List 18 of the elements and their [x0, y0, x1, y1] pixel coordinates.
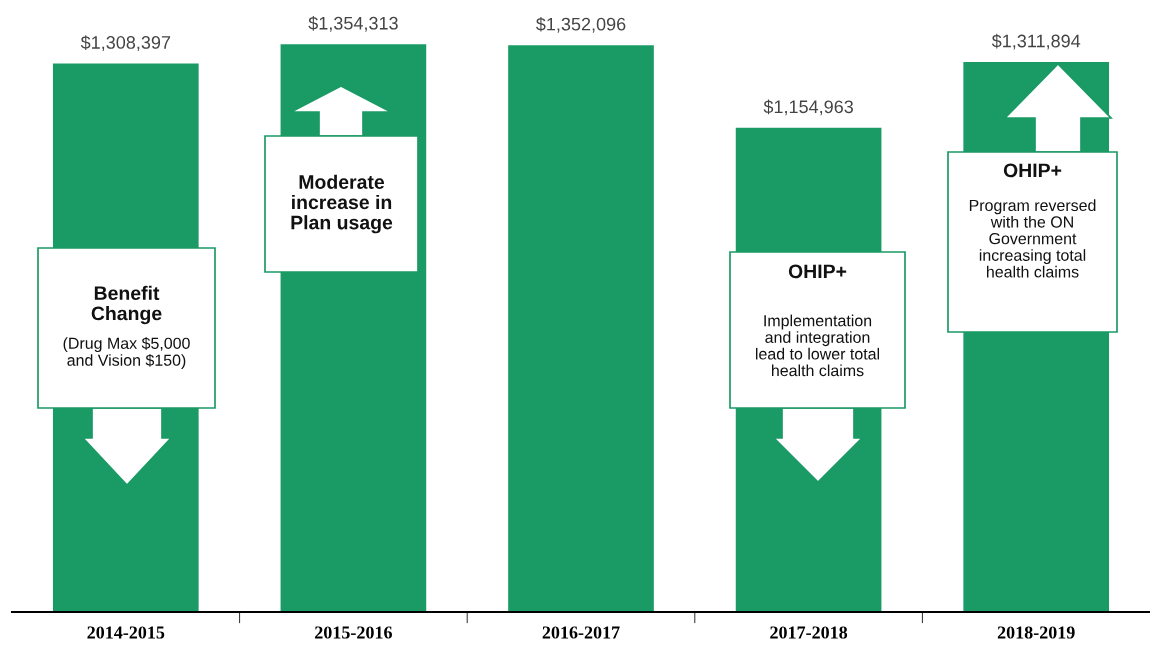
annotation: Program reversed with the ON Government increasing total health claims — [969, 199, 1096, 278]
x-tick-label: 2016-2017 — [542, 626, 620, 639]
annotation: Moderate increase in Plan usage — [291, 174, 393, 234]
data-label: $1,308,397 — [80, 35, 171, 51]
data-label: $1,354,313 — [308, 16, 398, 32]
annotation: OHIP+ — [788, 264, 847, 279]
annotation: Implementation and integration lead to lower total health claims — [755, 314, 880, 377]
x-tick-label: 2014-2015 — [87, 626, 165, 639]
data-label: $1,154,963 — [763, 99, 853, 116]
x-tick-label: 2018-2019 — [997, 626, 1075, 639]
data-label: $1,352,096 — [536, 16, 626, 33]
annotation: (Drug Max $5,000 and Vision $150) — [63, 336, 190, 370]
x-tick-label: 2015-2016 — [315, 626, 392, 639]
annotation: Benefit Change — [91, 285, 162, 325]
annotation: OHIP+ — [1003, 163, 1062, 178]
x-tick-label: 2017-2018 — [770, 626, 848, 639]
data-label: $1,311,894 — [991, 33, 1081, 50]
bar — [508, 45, 654, 612]
